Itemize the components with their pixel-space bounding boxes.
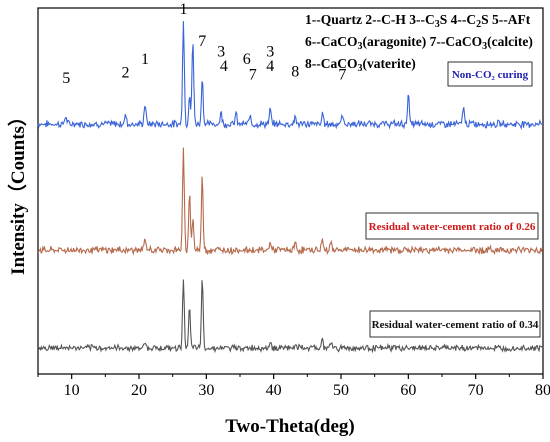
legend-subscript: 2 — [476, 19, 481, 30]
peak-label: 1 — [141, 51, 149, 68]
series-label-box — [365, 212, 539, 240]
legend-segment: (aragonite) 7--CaCO — [363, 34, 483, 49]
legend-line: 1--Quartz 2--C-H 3--C3S 4--C2S 5--AFt — [305, 12, 531, 30]
peak-label: 4 — [266, 58, 274, 75]
legend-subscript: 3 — [358, 41, 363, 52]
series-label: Residual water-cement ratio of 0.26 — [369, 221, 536, 233]
x-tick-label: 80 — [535, 382, 550, 399]
plot-frame — [37, 7, 544, 375]
series-line-2 — [37, 279, 544, 354]
peak-label: 7 — [249, 67, 257, 84]
legend-subscript: 3 — [358, 63, 363, 74]
x-axis-title: Two-Theta(deg) — [225, 416, 354, 437]
x-tick-label: 30 — [198, 382, 214, 399]
x-tick-label: 50 — [333, 382, 349, 399]
peak-label: 5 — [62, 70, 70, 87]
series-label-box — [447, 61, 533, 87]
legend-segment: 8--CaCO — [305, 56, 358, 71]
peak-label: 4 — [220, 58, 228, 75]
x-tick-label: 10 — [64, 382, 80, 399]
series-label: Non-CO₂ curing — [452, 69, 529, 81]
peak-label: 1 — [179, 1, 187, 18]
series-layer — [37, 21, 544, 354]
legend-segment: (calcite) — [487, 34, 533, 49]
legend-segment: 6--CaCO — [305, 34, 358, 49]
x-tick-label: 20 — [131, 382, 147, 399]
peak-label: 7 — [338, 67, 346, 84]
series-labels: Non-CO₂ curing Residual water-cement rati… — [365, 61, 541, 338]
x-tick-label: 40 — [266, 382, 282, 399]
peak-label: 6 — [243, 51, 251, 68]
legend-subscript: 3 — [482, 41, 487, 52]
peak-label: 3 — [217, 43, 225, 60]
y-axis-title: Intensity（Counts） — [6, 107, 29, 275]
series-line-0 — [37, 21, 543, 131]
legend-subscript: 3 — [435, 19, 440, 30]
peak-label: 3 — [266, 43, 274, 60]
series-label-box — [369, 310, 541, 338]
legend: 1--Quartz 2--C-H 3--C3S 4--C2S 5--AFt6--… — [305, 12, 533, 74]
legend-segment: (vaterite) — [363, 56, 416, 71]
peak-label: 8 — [291, 64, 299, 81]
x-ticks: 10 20 30 40 50 60 70 80 — [37, 374, 550, 399]
legend-segment: S 4--C — [440, 12, 476, 27]
series-line-1 — [37, 147, 544, 256]
x-tick-label: 60 — [400, 382, 416, 399]
legend-segment: 1--Quartz 2--C-H 3--C — [305, 12, 435, 27]
peak-label: 2 — [122, 65, 130, 82]
legend-segment: S 5--AFt — [481, 12, 531, 27]
legend-line: 6--CaCO3(aragonite) 7--CaCO3(calcite) — [305, 34, 533, 52]
x-tick-label: 70 — [468, 382, 484, 399]
legend-line: 8--CaCO3(vaterite) — [305, 56, 416, 74]
peak-label: 7 — [198, 33, 206, 50]
series-label: Residual water-cement ratio of 0.34 — [372, 319, 539, 331]
